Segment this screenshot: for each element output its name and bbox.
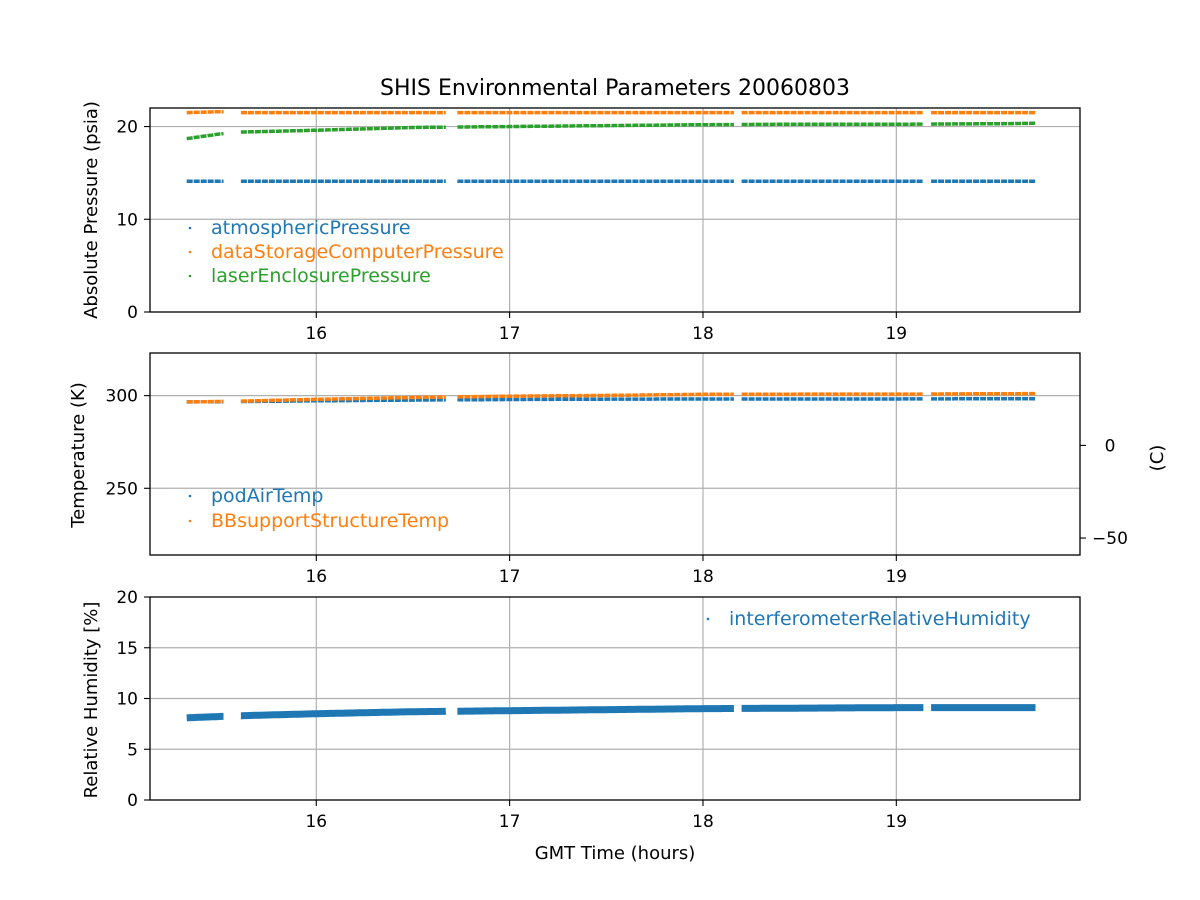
temperature-legend-marker — [188, 494, 192, 498]
pressure-panel: 16 17 18 19 0 10 20 Absolute Pressure (psia) a… — [81, 101, 1081, 344]
pressure-x-tick-label: 16 — [305, 324, 327, 344]
humidity-x-tick-label: 18 — [692, 812, 714, 832]
pressure-axes-frame — [149, 107, 1081, 313]
temperature-panel: 16 17 18 19 250 300 −50 0 Temperature (K) (C) p… — [68, 352, 1168, 587]
temperature-legend-label: BBsupportStructureTemp — [211, 510, 449, 532]
pressure-y-tick-label: 10 — [116, 210, 138, 230]
temperature-y-tick-label: 250 — [106, 479, 138, 499]
humidity-legend-label: interferometerRelativeHumidity — [729, 608, 1031, 630]
temperature-x-tick-label: 18 — [692, 567, 714, 587]
pressure-series-laserEnclosurePressure — [240, 125, 446, 134]
humidity-x-tick-label: 16 — [305, 812, 327, 832]
temperature-series-podAirTemp — [457, 397, 734, 402]
temperature-y2-tick-label: −50 — [1092, 529, 1128, 549]
pressure-series-laserEnclosurePressure — [457, 122, 734, 129]
pressure-y-axis-label: Absolute Pressure (psia) — [81, 101, 102, 319]
pressure-x-tick-label: 18 — [692, 324, 714, 344]
pressure-y-tick-label: 20 — [116, 118, 138, 138]
temperature-y2-tick-label: 0 — [1105, 436, 1116, 456]
temperature-celsius-axis-label: (C) — [1147, 445, 1168, 472]
pressure-series-laserEnclosurePressure — [186, 131, 224, 141]
humidity-series-interferometerRelativeHumidity — [741, 704, 924, 712]
humidity-series-interferometerRelativeHumidity — [240, 707, 446, 720]
temperature-x-tick-label: 19 — [885, 567, 907, 587]
humidity-legend-marker — [706, 617, 710, 621]
humidity-y-axis-label: Relative Humidity [%] — [81, 602, 102, 799]
humidity-y-tick-label: 15 — [116, 639, 138, 659]
pressure-legend-marker — [188, 250, 192, 254]
humidity-y-tick-label: 10 — [116, 690, 138, 710]
humidity-y-tick-label: 20 — [116, 588, 138, 608]
pressure-legend-marker — [188, 226, 192, 230]
humidity-x-tick-label: 19 — [885, 812, 907, 832]
temperature-legend: podAirTemp BBsupportStructureTemp — [188, 485, 449, 532]
chart-title: SHIS Environmental Parameters 20060803 — [380, 76, 850, 101]
pressure-legend-label: atmosphericPressure — [211, 217, 411, 239]
humidity-panel: 16 17 18 19 0 5 10 15 20 Relative Humidity [%] G… — [81, 588, 1081, 864]
temperature-x-tick-label: 16 — [305, 567, 327, 587]
humidity-y-tick-label: 0 — [127, 791, 138, 811]
temperature-series-BBsupportStructureTemp — [240, 395, 446, 403]
temperature-series-BBsupportStructureTemp — [457, 392, 734, 399]
humidity-y-tick-label: 5 — [127, 740, 138, 760]
temperature-legend-label: podAirTemp — [211, 485, 323, 507]
temperature-y-tick-label: 300 — [106, 387, 138, 407]
x-axis-label: GMT Time (hours) — [535, 843, 696, 864]
humidity-legend: interferometerRelativeHumidity — [706, 608, 1031, 630]
humidity-series-interferometerRelativeHumidity — [186, 712, 224, 722]
pressure-legend: atmosphericPressuredataStorageComputerPr… — [188, 217, 504, 287]
pressure-x-tick-label: 17 — [499, 324, 521, 344]
humidity-series-interferometerRelativeHumidity — [457, 705, 734, 715]
temperature-legend-marker — [188, 519, 192, 523]
pressure-legend-label: dataStorageComputerPressure — [211, 241, 504, 263]
temperature-x-tick-label: 17 — [499, 567, 521, 587]
temperature-series-BBsupportStructureTemp — [186, 399, 224, 404]
pressure-x-tick-label: 19 — [885, 324, 907, 344]
humidity-x-tick-label: 17 — [499, 812, 521, 832]
pressure-series-laserEnclosurePressure — [931, 121, 1036, 126]
pressure-y-tick-label: 0 — [127, 303, 138, 323]
pressure-legend-label: laserEnclosurePressure — [211, 265, 431, 287]
temperature-series-podAirTemp — [240, 398, 446, 404]
temperature-y-axis-label: Temperature (K) — [68, 382, 89, 529]
temperature-axes-frame — [149, 352, 1081, 556]
pressure-legend-marker — [188, 274, 192, 278]
pressure-series-dataStorageComputerPressure — [186, 109, 224, 115]
